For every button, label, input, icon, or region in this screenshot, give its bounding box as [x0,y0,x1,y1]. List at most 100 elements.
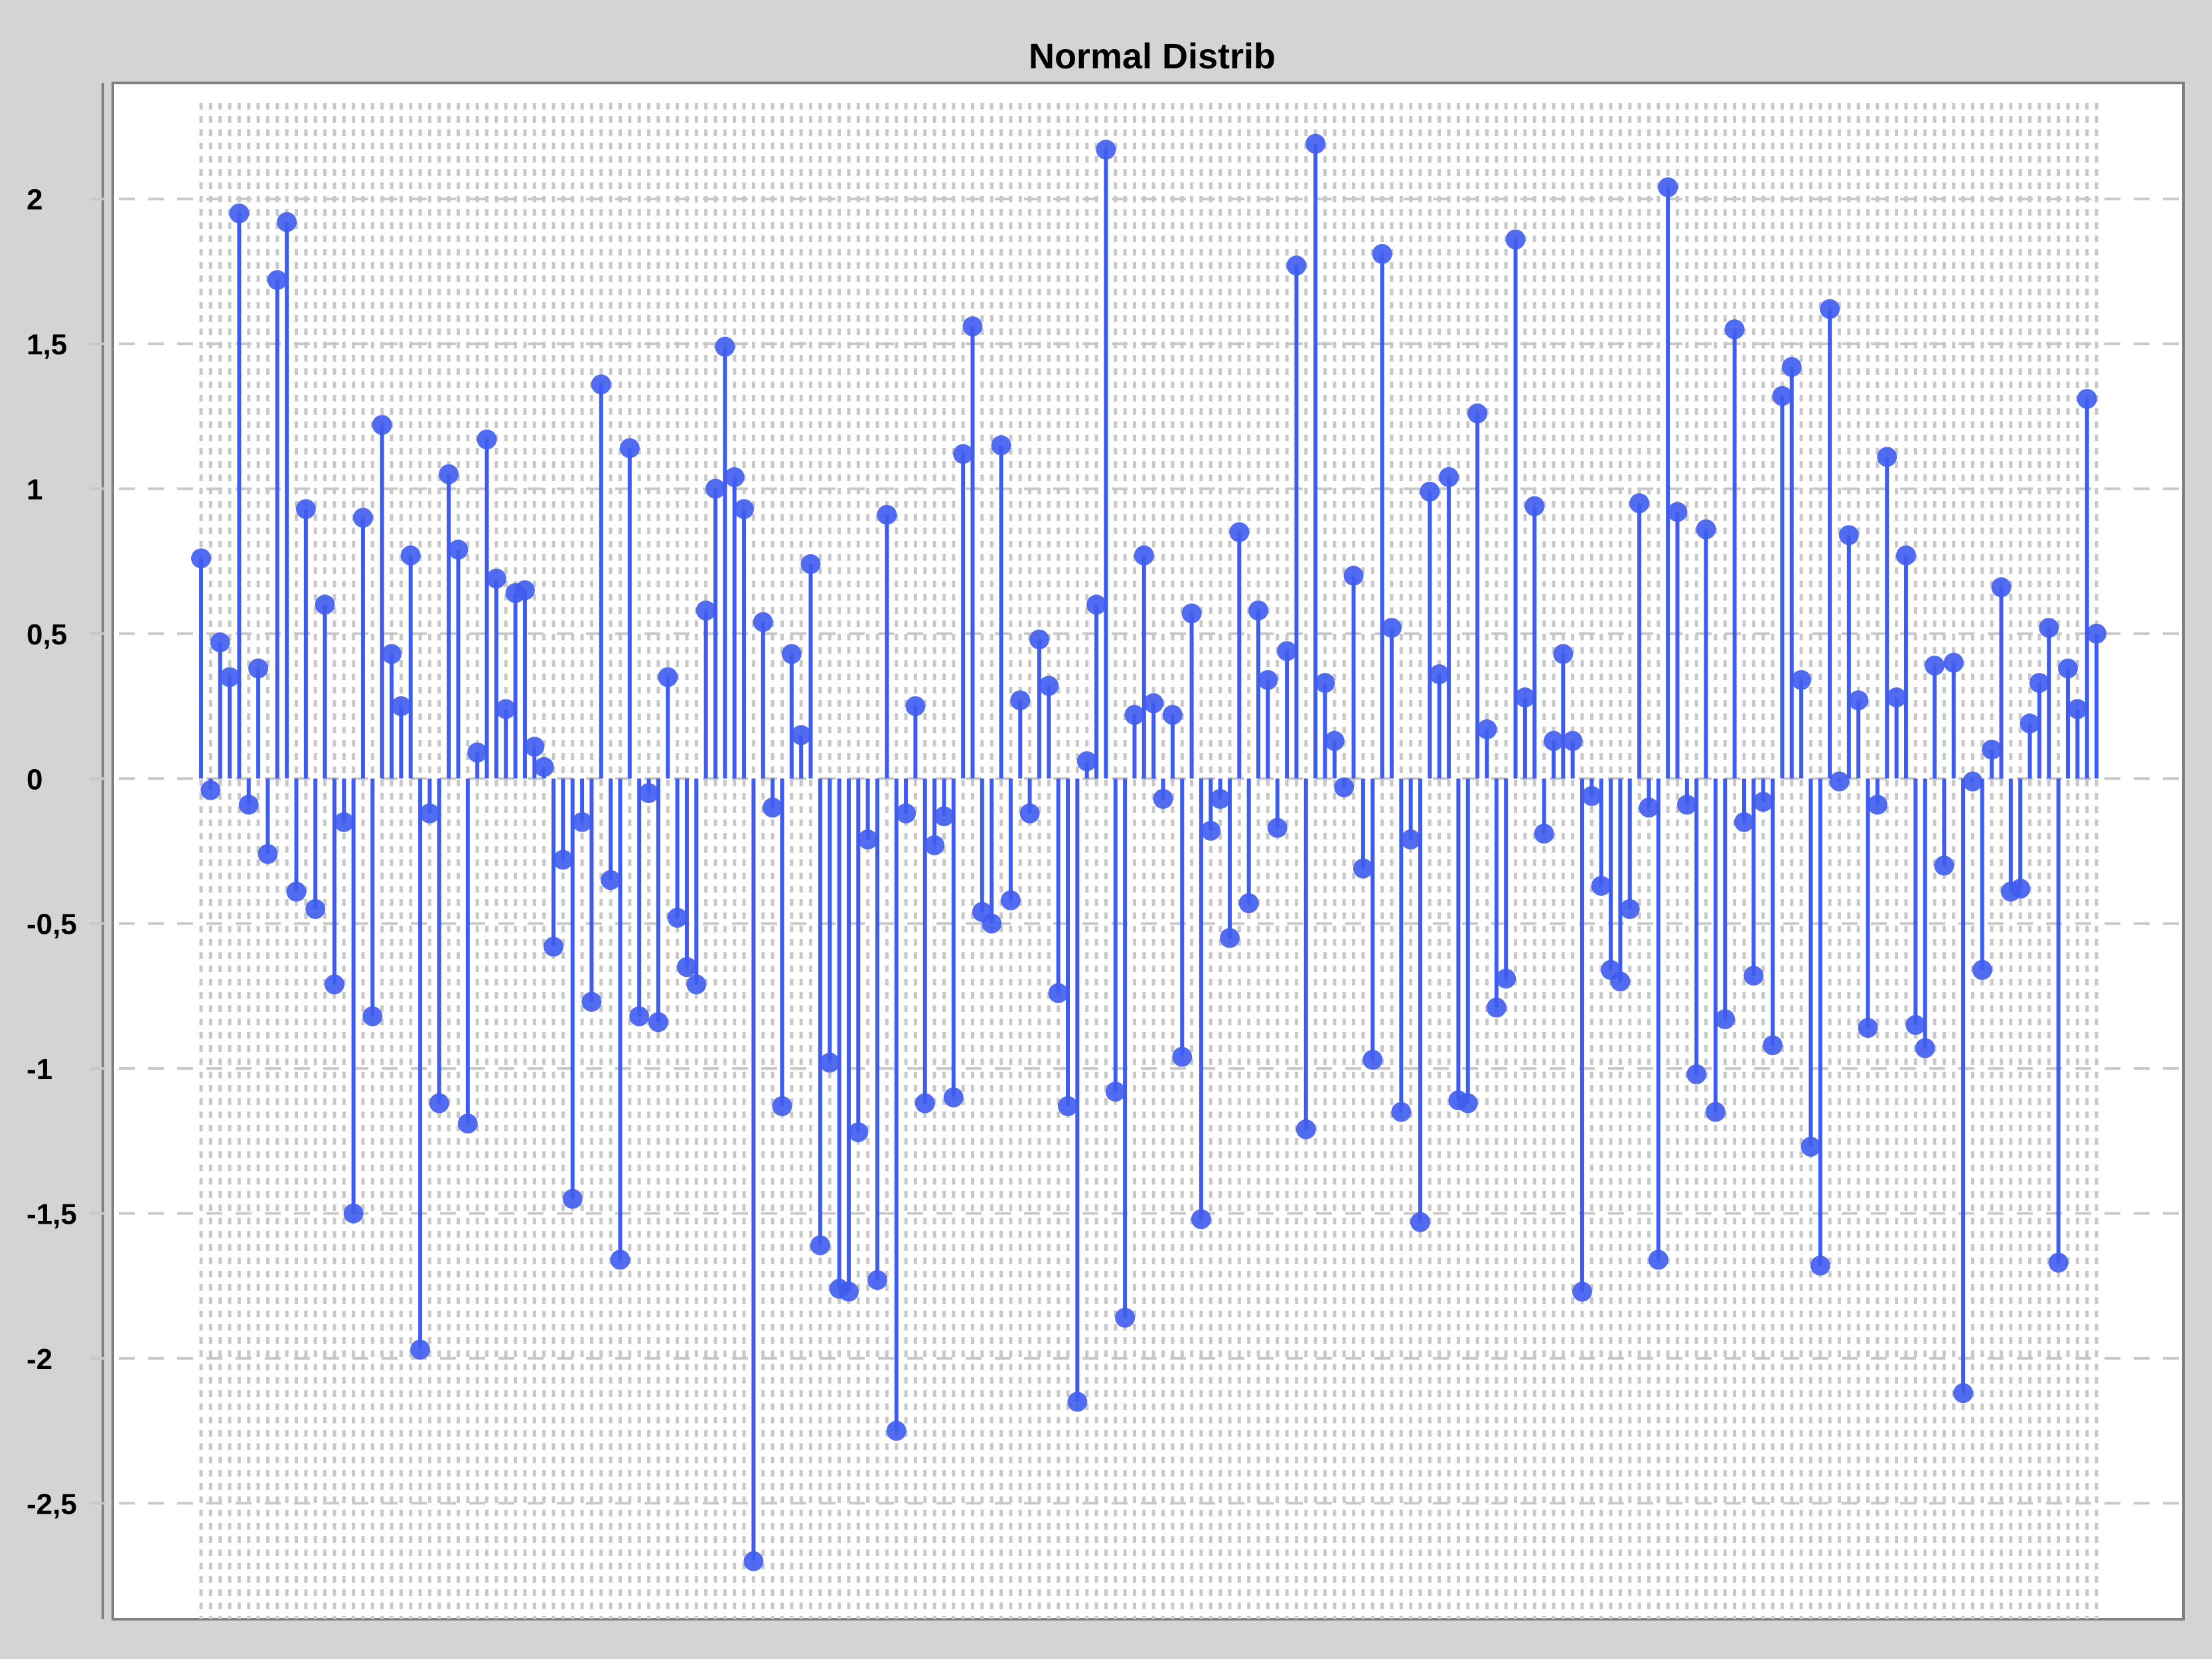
stem-marker [1486,997,1507,1018]
stem-marker [477,429,497,450]
stem-marker [1067,1392,1088,1412]
stem-marker [2057,658,2078,679]
y-tick-label: 1 [27,474,42,506]
stem-marker [982,913,1002,934]
stem-marker [1410,1212,1431,1232]
stem-marker [1534,824,1554,844]
stem-marker [1172,1046,1193,1067]
stem-marker [1610,972,1631,992]
stem-marker [753,612,773,632]
stem-marker [544,936,564,957]
stem-marker [619,438,640,459]
stem-marker [1134,545,1154,565]
stem-marker [924,835,945,855]
stem-marker [1982,739,2002,760]
stem-markers [191,133,2106,1571]
stem-marker [1496,968,1516,989]
stem-marker [1820,299,1840,319]
stem-marker [1010,690,1031,711]
stem-marker [200,780,221,800]
stem-marker [676,957,697,977]
stem-marker [524,737,545,757]
stem-marker [2029,673,2049,693]
stem-marker [429,1093,449,1114]
stem-marker [534,757,554,777]
stem-marker [953,444,974,465]
stem-marker [258,843,278,864]
stem-marker [1505,229,1526,250]
stem-marker [1086,595,1107,615]
stem-marker [1391,1102,1412,1122]
y-tick-label: 0,5 [27,618,67,651]
stem-marker [1724,319,1745,340]
stem-series [199,143,2099,1561]
stem-marker [705,478,725,499]
stem-marker [191,548,211,569]
stem-marker [1019,803,1040,824]
stem-marker [572,812,593,832]
stem-marker [1267,818,1288,838]
stem-marker [486,568,506,589]
stem-marker [1258,670,1278,690]
stem-marker [1705,1102,1726,1122]
stem-marker [601,870,621,891]
stem-marker [1153,788,1173,809]
stem-marker [277,212,297,232]
stem-marker [734,499,755,520]
stem-marker [1962,771,1983,792]
stem-marker [2010,879,2031,899]
stem-marker [896,803,917,824]
stem-marker [934,806,954,827]
stem-marker [1201,820,1221,841]
plot-area [111,82,2185,1621]
stem-marker [1076,751,1097,772]
stem-marker [943,1087,964,1108]
y-tick-label: 1,5 [27,328,67,361]
stem-marker [581,991,602,1012]
stem-marker [848,1122,869,1143]
stem-marker [1524,496,1545,516]
stem-marker [1477,719,1497,740]
stem-marker [867,1269,887,1290]
stem-marker [1810,1256,1830,1276]
stem-marker [877,504,897,525]
stem-marker [1115,1307,1136,1328]
stem-marker [1895,545,1916,565]
stem-marker [1915,1038,1935,1058]
stem-marker [286,881,307,902]
stem-marker [1838,525,1859,545]
stem-marker [1353,858,1373,879]
stem-marker [220,667,240,687]
stem-marker [1543,731,1564,751]
stem-marker [1381,618,1402,638]
stem-marker [1105,1082,1126,1102]
stem-marker [467,742,488,762]
stem-marker [610,1250,630,1270]
stem-marker [1162,705,1183,725]
stem-marker [1772,386,1793,406]
stem-marker [724,467,745,488]
y-axis-tick-labels: 2 1,5 1 0,5 0 -0,5 -1 -1,5 -2 -2,5 [27,184,77,1521]
stem-marker [1058,1096,1078,1116]
stem-marker [638,783,659,804]
stem-marker [1572,1281,1593,1302]
stem-marker [800,554,821,575]
stem-marker [1867,794,1887,815]
stem-marker [810,1235,830,1256]
stem-marker [2077,389,2097,409]
stem-marker [334,812,354,832]
stem-marker [1953,1383,1974,1404]
stem-marker [743,1551,764,1571]
stem-marker [1324,731,1345,751]
stem-marker [1696,519,1716,540]
stem-marker [781,644,802,664]
stem-marker [553,849,573,870]
y-tick-label: -2 [27,1343,52,1376]
stem-marker [2039,618,2059,638]
stem-marker [1334,777,1355,798]
stem-marker [991,435,1011,455]
stem-marker [1676,794,1697,815]
stem-marker [267,270,287,291]
stem-marker [514,580,535,601]
